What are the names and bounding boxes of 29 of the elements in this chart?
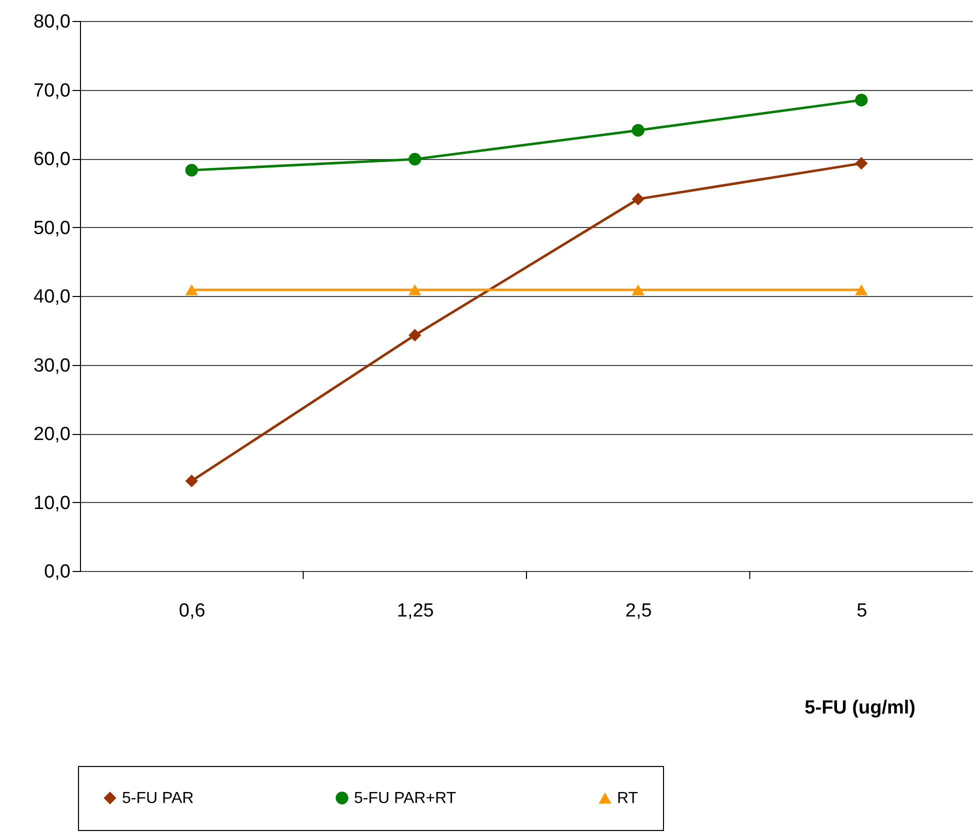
- y-tick-label: 80,0: [34, 12, 70, 32]
- point: [185, 284, 198, 296]
- x-tick-label: 0,6: [178, 600, 206, 622]
- legend-label: RT: [617, 790, 638, 807]
- point: [408, 152, 422, 166]
- legend-label: 5-FU PAR+RT: [354, 790, 456, 807]
- x-tick-label: 1,25: [396, 600, 434, 622]
- point: [632, 284, 644, 296]
- point: [408, 328, 422, 342]
- y-tick-label: 20,0: [34, 424, 70, 445]
- x-tick-label: 2,5: [625, 600, 652, 622]
- x-axis-title: 5-FU (ug/ml): [804, 698, 916, 718]
- point: [185, 164, 198, 176]
- point: [855, 94, 868, 106]
- point: [408, 284, 422, 296]
- x-tick-label: 5: [856, 600, 868, 622]
- point: [185, 474, 198, 488]
- point: [855, 156, 868, 170]
- y-tick-label: 10,0: [34, 492, 70, 514]
- point: [632, 124, 644, 137]
- y-tick-label: 40,0: [34, 286, 70, 308]
- y-tick-label: 50,0: [34, 218, 70, 239]
- legend-label: 5-FU PAR: [122, 790, 194, 807]
- y-tick-label: 70,0: [34, 80, 70, 102]
- y-tick-label: 0,0: [44, 562, 70, 582]
- point: [855, 284, 868, 296]
- y-tick-label: 60,0: [34, 149, 70, 170]
- point: [632, 192, 644, 206]
- y-tick-label: 30,0: [34, 355, 70, 376]
